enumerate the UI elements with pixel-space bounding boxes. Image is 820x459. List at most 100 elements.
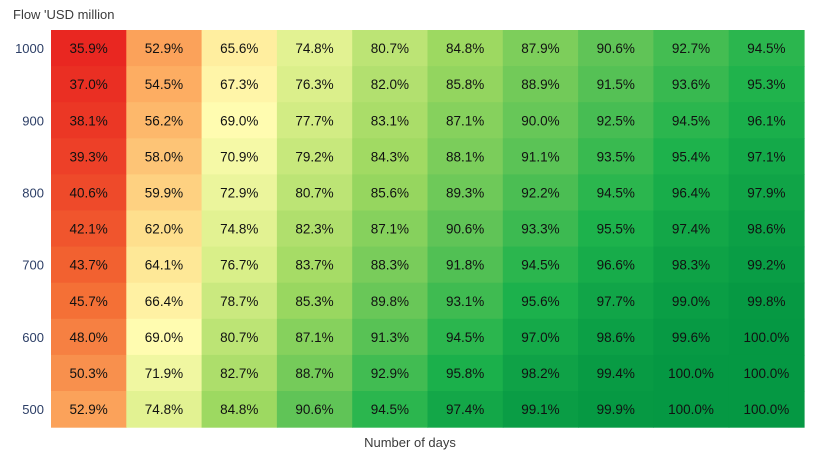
heatmap-cell — [51, 246, 127, 284]
heatmap-cell — [126, 66, 203, 103]
heatmap-cell — [126, 102, 203, 139]
heatmap-cell — [578, 246, 654, 284]
heatmap-cell — [51, 66, 127, 103]
heatmap-cell-label: 100.0% — [743, 366, 789, 381]
heatmap-cell — [578, 318, 654, 356]
heatmap-cell-label: 94.5% — [521, 258, 559, 273]
heatmap-cell-label: 90.0% — [521, 113, 559, 128]
heatmap-cell-label: 77.7% — [295, 113, 333, 128]
heatmap-cell — [51, 138, 127, 175]
heatmap-cell — [502, 30, 579, 67]
heatmap-cell-label: 97.9% — [747, 185, 785, 200]
heatmap-cell — [201, 282, 278, 320]
heatmap-cell — [502, 318, 579, 356]
heatmap-cell — [502, 210, 579, 248]
heatmap-cell — [276, 282, 353, 320]
heatmap-cell — [578, 138, 654, 175]
heatmap-cell — [352, 138, 429, 175]
y-tick-label: 1000 — [15, 41, 44, 56]
heatmap-cell — [653, 246, 730, 284]
heatmap-cell — [427, 138, 504, 175]
heatmap-cell — [276, 318, 353, 356]
heatmap-cell-label: 78.7% — [220, 294, 258, 309]
heatmap-cell — [427, 282, 504, 320]
heatmap-cell — [126, 246, 203, 284]
heatmap-cell — [352, 174, 429, 212]
heatmap-cell — [51, 318, 127, 356]
heatmap-cell-label: 92.9% — [371, 366, 409, 381]
heatmap-cell-label: 70.9% — [220, 149, 258, 164]
heatmap-cell — [728, 282, 805, 320]
heatmap-cell — [201, 318, 278, 356]
heatmap-cell-label: 39.3% — [70, 149, 108, 164]
heatmap-cell-label: 52.9% — [70, 402, 108, 417]
heatmap-cell-label: 92.5% — [597, 113, 635, 128]
heatmap-cell — [653, 30, 730, 67]
heatmap-cell-label: 43.7% — [70, 258, 108, 273]
y-tick-label: 900 — [22, 113, 44, 128]
heatmap-cell — [728, 102, 805, 139]
heatmap-cell-label: 94.5% — [747, 41, 785, 56]
heatmap-cell — [502, 138, 579, 175]
heatmap-cell — [352, 30, 429, 67]
heatmap-cell — [201, 102, 278, 139]
heatmap-cell — [653, 282, 730, 320]
heatmap-cell — [126, 210, 203, 248]
heatmap-cell — [502, 391, 579, 428]
heatmap-cell-label: 90.6% — [597, 41, 635, 56]
heatmap-cell-label: 99.1% — [521, 402, 559, 417]
heatmap-cell-label: 94.5% — [446, 330, 484, 345]
heatmap-cell — [51, 354, 127, 392]
heatmap-cell — [502, 102, 579, 139]
heatmap-cell — [502, 354, 579, 392]
heatmap-cell-label: 89.8% — [371, 294, 409, 309]
heatmap-cell — [276, 30, 353, 67]
heatmap-cell-label: 83.7% — [295, 258, 333, 273]
heatmap-cell — [578, 66, 654, 103]
heatmap-cell-label: 91.5% — [597, 77, 635, 92]
heatmap-cell-label: 76.7% — [220, 258, 258, 273]
heatmap-cell-label: 62.0% — [145, 222, 183, 237]
heatmap-cell — [51, 174, 127, 212]
heatmap-cell — [578, 354, 654, 392]
heatmap-cell-label: 97.7% — [597, 294, 635, 309]
heatmap-cell-label: 67.3% — [220, 77, 258, 92]
heatmap-cell — [201, 30, 278, 67]
heatmap-cell-label: 97.4% — [446, 402, 484, 417]
heatmap-cell — [201, 210, 278, 248]
heatmap-cell-label: 85.6% — [371, 185, 409, 200]
heatmap-cell-label: 56.2% — [145, 113, 183, 128]
heatmap-cell — [201, 354, 278, 392]
heatmap-cell-label: 98.2% — [521, 366, 559, 381]
heatmap-cell-label: 71.9% — [145, 366, 183, 381]
heatmap-cell — [578, 102, 654, 139]
heatmap-cell-label: 93.5% — [597, 149, 635, 164]
heatmap-cell-label: 99.2% — [747, 258, 785, 273]
heatmap-cell — [427, 391, 504, 428]
heatmap-cell — [352, 246, 429, 284]
heatmap-cell — [427, 30, 504, 67]
heatmap-cell-label: 82.3% — [295, 222, 333, 237]
heatmap-cell-label: 80.7% — [295, 185, 333, 200]
heatmap-cell — [51, 391, 127, 428]
heatmap-cell-label: 87.1% — [371, 222, 409, 237]
heatmap-cell-label: 100.0% — [743, 330, 789, 345]
heatmap-cell-label: 88.3% — [371, 258, 409, 273]
heatmap-cell-label: 84.8% — [220, 402, 258, 417]
heatmap-cell — [653, 391, 730, 428]
heatmap-cell — [427, 66, 504, 103]
y-tick-label: 800 — [22, 185, 44, 200]
heatmap-cell — [51, 102, 127, 139]
heatmap-cell — [126, 30, 203, 67]
heatmap-cell — [276, 391, 353, 428]
heatmap-cell-label: 100.0% — [668, 402, 714, 417]
heatmap-cell — [126, 391, 203, 428]
heatmap-cell-label: 83.1% — [371, 113, 409, 128]
heatmap-cell-label: 64.1% — [145, 258, 183, 273]
heatmap-cell-label: 95.8% — [446, 366, 484, 381]
heatmap-cell-label: 85.8% — [446, 77, 484, 92]
heatmap-cell-label: 40.6% — [70, 185, 108, 200]
heatmap-cell-label: 95.6% — [521, 294, 559, 309]
heatmap-cell-label: 100.0% — [743, 402, 789, 417]
heatmap-cell — [427, 246, 504, 284]
